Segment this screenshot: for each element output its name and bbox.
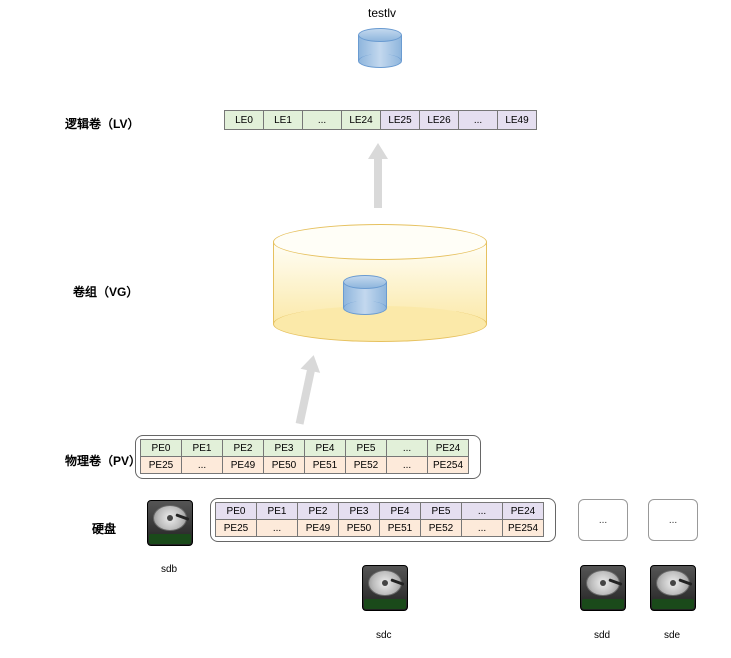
placeholder-box-2: ... xyxy=(648,499,698,541)
disk-sdc-icon xyxy=(362,565,408,611)
pe-cell: ... xyxy=(461,519,503,537)
pe-cell: PE2 xyxy=(222,439,264,457)
pv-label: 物理卷（PV） xyxy=(65,452,141,469)
le-cell: LE0 xyxy=(224,110,264,130)
arrow-up-2 xyxy=(296,369,315,424)
disk-sdd-label: sdd xyxy=(594,630,610,641)
pe-cell: PE25 xyxy=(215,519,257,537)
pe-cell: PE1 xyxy=(256,502,298,520)
pe-cell: PE25 xyxy=(140,456,182,474)
arrow-up-1-head xyxy=(368,143,388,159)
pe-cell: PE24 xyxy=(427,439,469,457)
le-row: LE0 LE1 ... LE24 LE25 LE26 ... LE49 xyxy=(225,110,537,130)
disk-sdd-icon xyxy=(580,565,626,611)
pe-cell: PE51 xyxy=(379,519,421,537)
pe-cell: PE254 xyxy=(502,519,544,537)
le-cell: ... xyxy=(458,110,498,130)
pe-cell: PE50 xyxy=(263,456,305,474)
pe-cell: PE254 xyxy=(427,456,469,474)
disk-sdb-label: sdb xyxy=(161,564,177,575)
pe-cell: ... xyxy=(256,519,298,537)
pe-cell: PE3 xyxy=(263,439,305,457)
pe-cell: PE49 xyxy=(297,519,339,537)
disk-sde-icon xyxy=(650,565,696,611)
le-cell: LE25 xyxy=(380,110,420,130)
le-cell: LE1 xyxy=(263,110,303,130)
disk-label: 硬盘 xyxy=(92,520,116,537)
disk-sdc-label: sdc xyxy=(376,630,392,641)
pe-cell: PE0 xyxy=(215,502,257,520)
pe-cell: PE5 xyxy=(345,439,387,457)
disk-sde-label: sde xyxy=(664,630,680,641)
pe-cell: PE50 xyxy=(338,519,380,537)
pe-table-1: PE0 PE1 PE2 PE3 PE4 PE5 ... PE24 PE25 ..… xyxy=(141,440,469,474)
pe-cell: PE4 xyxy=(304,439,346,457)
pe-cell: PE1 xyxy=(181,439,223,457)
pe-cell: ... xyxy=(461,502,503,520)
disk-sdb-icon xyxy=(147,500,193,546)
vg-label: 卷组（VG） xyxy=(73,283,138,300)
le-cell: LE24 xyxy=(341,110,381,130)
arrow-up-1 xyxy=(374,158,382,208)
le-cell: ... xyxy=(302,110,342,130)
pe-cell: PE3 xyxy=(338,502,380,520)
lv-label: 逻辑卷（LV） xyxy=(65,115,139,132)
placeholder-box-1: ... xyxy=(578,499,628,541)
pe-table-2: PE0 PE1 PE2 PE3 PE4 PE5 ... PE24 PE25 ..… xyxy=(216,503,544,537)
pe-cell: ... xyxy=(386,456,428,474)
pe-cell: PE49 xyxy=(222,456,264,474)
le-cell: LE49 xyxy=(497,110,537,130)
pe-cell: PE0 xyxy=(140,439,182,457)
pe-cell: ... xyxy=(386,439,428,457)
pe-cell: PE4 xyxy=(379,502,421,520)
pe-cell: ... xyxy=(181,456,223,474)
pe-cell: PE52 xyxy=(345,456,387,474)
pe-cell: PE5 xyxy=(420,502,462,520)
title: testlv xyxy=(368,6,396,20)
pe-cell: PE2 xyxy=(297,502,339,520)
pe-cell: PE52 xyxy=(420,519,462,537)
pe-cell: PE51 xyxy=(304,456,346,474)
le-cell: LE26 xyxy=(419,110,459,130)
pe-cell: PE24 xyxy=(502,502,544,520)
